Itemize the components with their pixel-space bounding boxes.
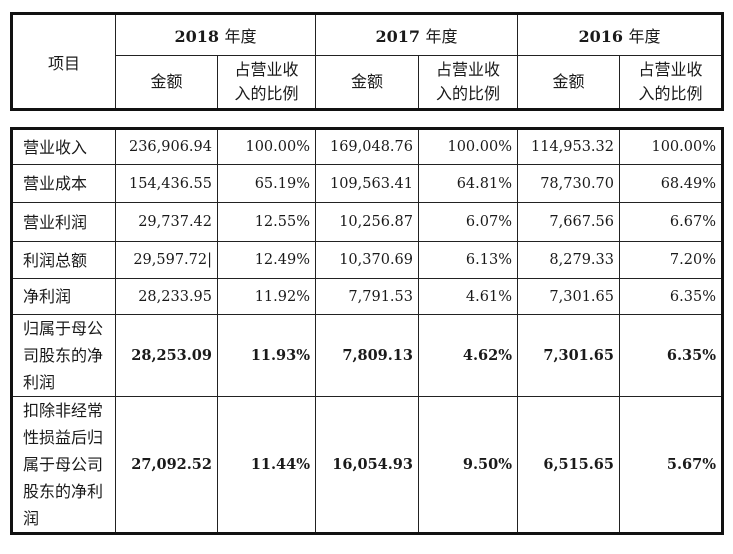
header-ratio: 占营业收 入的比例	[418, 55, 518, 110]
cell-ratio-2018: 11.92%	[217, 278, 316, 315]
cell-ratio-2017: 9.50%	[418, 396, 518, 534]
cell-amount-2018: 28,233.95	[115, 278, 218, 315]
cell-amount-2018: 29,597.72|	[115, 241, 218, 279]
row-label: 营业利润	[11, 202, 116, 242]
row-label: 归属于母公司股东的净利润	[11, 314, 116, 397]
table-row: 营业成本 154,436.55 65.19% 109,563.41 64.81% 78,7…	[11, 164, 723, 203]
cell-ratio-2018: 100.00%	[217, 128, 316, 165]
cell-amount-2017: 10,256.87	[315, 202, 419, 242]
cell-amount-2016: 7,667.56	[517, 202, 620, 242]
table-row: 归属于母公司股东的净利润 28,253.09 11.93% 7,809.13 4.62%…	[11, 314, 723, 397]
cell-amount-2018: 29,737.42	[115, 202, 218, 242]
header-year-2016: 2016 年度	[517, 13, 723, 56]
row-label: 利润总额	[11, 241, 116, 279]
cell-amount-2016: 8,279.33	[517, 241, 620, 279]
cell-amount-2017: 10,370.69	[315, 241, 419, 279]
header-year-2017: 2017 年度	[315, 13, 518, 56]
cell-amount-2016: 7,301.65	[517, 314, 620, 397]
table-row: 扣除非经常性损益后归属于母公司股东的净利润 27,092.52 11.44% 16,0…	[11, 396, 723, 534]
header-ratio: 占营业收 入的比例	[217, 55, 316, 110]
cell-ratio-2018: 11.44%	[217, 396, 316, 534]
cell-ratio-2017: 4.62%	[418, 314, 518, 397]
cell-amount-2016: 78,730.70	[517, 164, 620, 203]
table-row: 净利润 28,233.95 11.92% 7,791.53 4.61% 7,301.65 6…	[11, 278, 723, 315]
header-ratio: 占营业收 入的比例	[619, 55, 723, 110]
row-label: 营业收入	[11, 128, 116, 165]
header-year-2018: 2018 年度	[115, 13, 316, 56]
cell-ratio-2017: 100.00%	[418, 128, 518, 165]
cell-ratio-2018: 12.49%	[217, 241, 316, 279]
table-row: 利润总额 29,597.72| 12.49% 10,370.69 6.13% 8,279.…	[11, 241, 723, 279]
cell-ratio-2016: 5.67%	[619, 396, 723, 534]
cell-amount-2018: 28,253.09	[115, 314, 218, 397]
cell-amount-2017: 109,563.41	[315, 164, 419, 203]
cell-ratio-2016: 6.67%	[619, 202, 723, 242]
cell-ratio-2016: 68.49%	[619, 164, 723, 203]
cell-ratio-2017: 6.13%	[418, 241, 518, 279]
row-label: 净利润	[11, 278, 116, 315]
cell-amount-2017: 169,048.76	[315, 128, 419, 165]
cell-ratio-2017: 6.07%	[418, 202, 518, 242]
cell-ratio-2018: 11.93%	[217, 314, 316, 397]
cell-ratio-2016: 100.00%	[619, 128, 723, 165]
cell-ratio-2016: 7.20%	[619, 241, 723, 279]
cell-ratio-2016: 6.35%	[619, 314, 723, 397]
header-item: 项目	[11, 13, 116, 110]
cell-amount-2017: 16,054.93	[315, 396, 419, 534]
cell-ratio-2018: 65.19%	[217, 164, 316, 203]
cell-amount-2018: 27,092.52	[115, 396, 218, 534]
cell-amount-2017: 7,791.53	[315, 278, 419, 315]
table-row: 营业收入 236,906.94 100.00% 169,048.76 100.00% 11…	[11, 128, 723, 165]
data-table: 营业收入 236,906.94 100.00% 169,048.76 100.00% 11…	[10, 127, 724, 535]
table-row: 营业利润 29,737.42 12.55% 10,256.87 6.07% 7,667.5…	[11, 202, 723, 242]
row-label: 营业成本	[11, 164, 116, 203]
cell-ratio-2018: 12.55%	[217, 202, 316, 242]
cell-amount-2016: 7,301.65	[517, 278, 620, 315]
cell-ratio-2016: 6.35%	[619, 278, 723, 315]
cell-amount-2018: 236,906.94	[115, 128, 218, 165]
header-amount: 金额	[115, 55, 218, 110]
cell-ratio-2017: 4.61%	[418, 278, 518, 315]
cell-ratio-2017: 64.81%	[418, 164, 518, 203]
cell-amount-2017: 7,809.13	[315, 314, 419, 397]
cell-amount-2018: 154,436.55	[115, 164, 218, 203]
header-amount: 金额	[517, 55, 620, 110]
header-amount: 金额	[315, 55, 419, 110]
cell-amount-2016: 6,515.65	[517, 396, 620, 534]
row-label: 扣除非经常性损益后归属于母公司股东的净利润	[11, 396, 116, 534]
header-table: 项目 2018 年度 2017 年度 2016 年度 金额 占营业收 入的比例 金…	[10, 12, 724, 111]
cell-amount-2016: 114,953.32	[517, 128, 620, 165]
